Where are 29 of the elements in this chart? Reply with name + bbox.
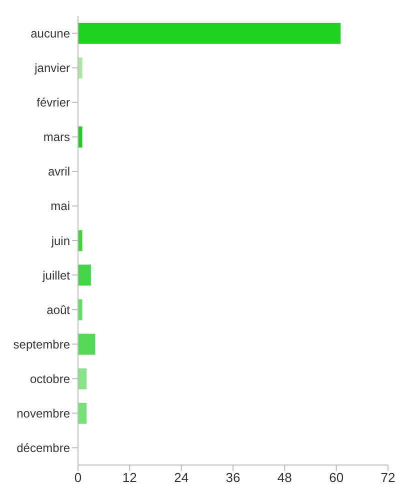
bar	[78, 334, 96, 355]
x-tick-label: 60	[329, 470, 344, 486]
bar	[78, 126, 82, 148]
y-tick-label: mars	[43, 130, 70, 144]
y-tick-label: juillet	[42, 268, 71, 282]
x-tick-label: 72	[380, 470, 396, 486]
y-tick-label: août	[46, 302, 71, 317]
x-tick-label: 36	[226, 470, 240, 486]
y-tick-label: janvier	[34, 61, 70, 76]
x-tick-label: 0	[74, 470, 82, 486]
bar	[78, 264, 91, 286]
y-tick-label: novembre	[16, 406, 70, 420]
bar	[78, 22, 341, 44]
y-tick-label: juin	[50, 234, 70, 248]
x-tick-label: 24	[174, 470, 189, 486]
y-tick-label: aucune	[30, 26, 70, 41]
y-tick-label: septembre	[13, 337, 70, 352]
y-tick-label: avril	[48, 164, 70, 179]
y-tick-label: octobre	[30, 372, 70, 386]
y-tick-label: février	[36, 96, 70, 110]
x-tick-label: 48	[277, 470, 292, 486]
bar	[78, 230, 82, 252]
bar	[78, 299, 82, 320]
y-tick-label: décembre	[16, 440, 70, 455]
bar	[78, 57, 82, 78]
bar	[78, 368, 87, 390]
y-tick-label: mai	[50, 199, 70, 214]
x-tick-label: 12	[122, 470, 137, 486]
bar	[78, 402, 87, 424]
